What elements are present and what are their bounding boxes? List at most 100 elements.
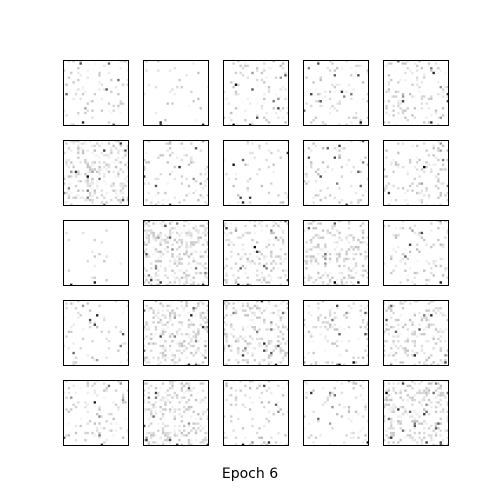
pixel xyxy=(171,384,174,388)
pixel xyxy=(359,158,362,162)
pixel xyxy=(180,231,184,235)
pixel xyxy=(152,309,155,312)
pixel xyxy=(331,224,334,228)
pixel xyxy=(444,314,447,317)
pixel xyxy=(114,191,118,195)
pixel xyxy=(406,274,409,277)
pixel xyxy=(439,85,442,89)
pixel xyxy=(121,187,125,190)
pixel xyxy=(65,231,68,235)
pixel xyxy=(253,220,256,223)
pixel xyxy=(265,111,268,115)
pixel xyxy=(150,349,153,352)
pixel xyxy=(173,415,176,418)
pixel xyxy=(67,189,71,192)
pixel xyxy=(204,441,207,444)
pixel xyxy=(241,264,245,268)
pixel xyxy=(317,316,320,319)
pixel xyxy=(312,257,315,261)
pixel xyxy=(81,196,85,199)
pixel xyxy=(387,81,391,84)
pixel xyxy=(147,241,151,244)
pixel xyxy=(364,434,367,437)
pixel xyxy=(357,337,360,341)
pixel xyxy=(439,347,442,350)
pixel xyxy=(267,300,271,303)
pixel xyxy=(286,151,289,155)
pixel xyxy=(312,227,315,230)
pixel xyxy=(357,198,360,202)
pixel xyxy=(173,429,176,432)
pixel xyxy=(234,281,238,284)
pixel xyxy=(328,253,332,256)
pixel xyxy=(444,194,447,197)
pixel xyxy=(79,424,82,428)
pixel xyxy=(121,394,125,397)
pixel xyxy=(74,356,78,359)
pixel xyxy=(406,410,409,413)
pixel xyxy=(237,361,240,364)
pixel xyxy=(340,278,344,282)
pixel xyxy=(239,307,242,310)
sample-panel xyxy=(63,300,129,366)
pixel xyxy=(413,351,416,355)
pixel xyxy=(232,62,235,65)
pixel xyxy=(401,382,405,385)
pixel xyxy=(279,318,282,322)
pixel xyxy=(192,260,195,263)
pixel xyxy=(190,415,193,418)
pixel xyxy=(406,384,409,388)
pixel xyxy=(279,248,282,251)
pixel xyxy=(258,250,261,253)
pixel xyxy=(164,354,167,357)
pixel xyxy=(392,109,395,112)
pixel xyxy=(350,90,353,93)
pixel xyxy=(274,76,278,79)
pixel xyxy=(390,198,393,202)
sample-panel xyxy=(383,60,449,126)
pixel xyxy=(401,398,405,402)
pixel xyxy=(197,330,200,333)
pixel xyxy=(119,398,122,402)
pixel xyxy=(79,74,82,77)
pixel xyxy=(281,231,285,235)
pixel xyxy=(145,234,148,237)
pixel xyxy=(65,151,68,155)
pixel xyxy=(394,198,398,202)
pixel xyxy=(338,271,341,275)
pixel xyxy=(100,443,104,446)
pixel xyxy=(340,340,344,343)
pixel xyxy=(267,165,271,169)
pixel xyxy=(317,302,320,305)
pixel xyxy=(352,267,355,270)
pixel xyxy=(286,410,289,413)
pixel xyxy=(183,396,186,399)
pixel xyxy=(420,95,424,98)
pixel xyxy=(361,274,365,277)
pixel xyxy=(420,81,424,84)
pixel-dark xyxy=(430,314,433,317)
pixel xyxy=(416,69,419,72)
pixel xyxy=(241,358,245,362)
pixel xyxy=(143,165,146,169)
pixel xyxy=(98,405,101,409)
pixel xyxy=(328,60,332,63)
pixel xyxy=(145,198,148,202)
pixel xyxy=(303,380,306,383)
pixel xyxy=(430,424,433,428)
pixel xyxy=(366,100,369,103)
pixel xyxy=(406,67,409,70)
pixel xyxy=(147,391,151,395)
pixel xyxy=(404,109,407,112)
pixel xyxy=(147,337,151,341)
pixel xyxy=(340,391,344,395)
pixel xyxy=(225,307,228,310)
pixel xyxy=(157,257,160,261)
pixel xyxy=(225,257,228,261)
pixel xyxy=(159,436,162,439)
pixel xyxy=(413,398,416,402)
pixel xyxy=(286,351,289,355)
pixel xyxy=(387,121,391,124)
pixel xyxy=(364,349,367,352)
pixel xyxy=(326,283,329,286)
